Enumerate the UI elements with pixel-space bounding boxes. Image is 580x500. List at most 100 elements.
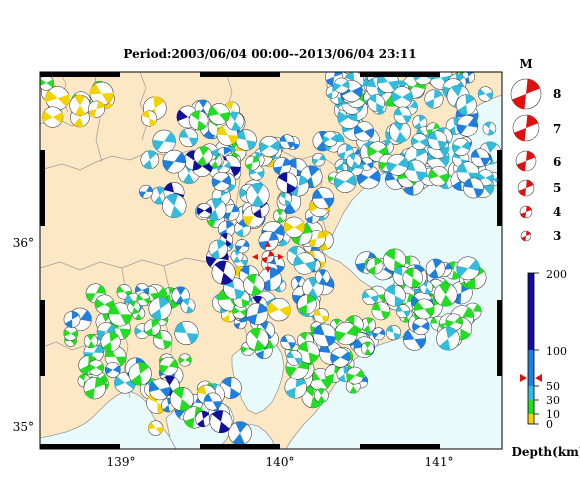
focal-mechanism-ball <box>87 359 104 376</box>
focal-mechanism-ball <box>333 170 357 193</box>
magnitude-label-4: 4 <box>553 205 561 219</box>
focal-mechanism-ball <box>395 304 410 319</box>
lon-tick-141: 141° <box>425 455 454 469</box>
focal-mechanism-ball <box>280 334 296 350</box>
focal-mechanism-ball <box>243 274 265 296</box>
magnitude-label-3: 3 <box>553 229 561 243</box>
magnitude-legend: M 8 7 6 5 4 3 <box>510 57 561 243</box>
focal-mechanism-ball <box>193 146 213 166</box>
focal-mechanism-ball <box>148 420 164 436</box>
focal-mechanism-ball <box>313 308 329 324</box>
focal-mechanism-ball <box>276 172 298 194</box>
focal-mechanism-ball <box>128 362 152 386</box>
focal-mechanism-ball <box>393 106 412 125</box>
focal-mechanism-ball <box>273 209 287 223</box>
depth-legend: 200 100 50 30 10 0 Depth(km) <box>511 268 580 459</box>
magnitude-legend-ball-5 <box>517 179 535 197</box>
magnitude-label-7: 7 <box>553 122 561 136</box>
focal-mechanism-ball <box>433 282 458 307</box>
focal-mechanism-ball <box>245 183 270 207</box>
mainshock-depth-marker-right <box>535 374 542 382</box>
focal-mechanism-ball <box>411 133 428 151</box>
focal-mechanism-ball <box>63 311 81 328</box>
focal-mechanism-ball <box>371 301 391 321</box>
frame-scale-bars <box>40 72 502 449</box>
focal-mechanism-ball <box>217 220 236 238</box>
focal-mechanism-ball <box>322 131 339 147</box>
focal-mechanism-ball <box>203 392 222 411</box>
depth-label-200: 200 <box>546 268 567 281</box>
magnitude-legend-ball-7 <box>512 114 540 142</box>
focal-mechanism-ball <box>360 341 375 356</box>
magnitude-legend-ball-3 <box>520 230 532 242</box>
focal-mechanism-ball <box>159 356 179 376</box>
focal-mechanism-ball <box>258 230 279 251</box>
focal-mechanism-ball <box>188 110 209 131</box>
lon-tick-140: 140° <box>266 455 295 469</box>
focal-mechanism-ball <box>360 317 376 333</box>
focal-mechanism-ball <box>139 184 153 199</box>
focal-mechanism-ball <box>428 166 449 187</box>
focal-mechanism-ball <box>463 177 484 199</box>
focal-mechanism-ball <box>148 378 171 401</box>
magnitude-label-8: 8 <box>553 87 561 101</box>
focal-mechanism-ball <box>143 319 161 337</box>
lat-ticks: 36° 35° <box>13 236 34 434</box>
mainshock-marker-arrow <box>264 240 271 247</box>
focal-mechanism-ball <box>314 269 331 285</box>
focal-mechanism-ball <box>297 294 317 315</box>
focal-mechanism-ball <box>424 89 444 109</box>
focal-mechanism-ball <box>279 134 295 150</box>
focal-mechanism-ball <box>470 148 490 167</box>
focal-mechanism-ball <box>452 137 471 157</box>
focal-mechanism-ball <box>162 193 187 218</box>
focal-mechanism-ball <box>195 411 212 428</box>
focal-mechanism-ball <box>330 347 351 368</box>
depth-bar-deepest <box>528 273 534 350</box>
focal-mechanism-ball <box>45 86 70 111</box>
focal-mechanism-ball <box>235 239 250 254</box>
focal-mechanism-ball <box>180 298 196 314</box>
focal-mechanism-ball <box>283 216 305 238</box>
focal-mechanism-ball <box>258 135 280 157</box>
focal-mechanism-ball <box>148 297 172 321</box>
focal-mechanism-ball <box>334 321 358 346</box>
depth-label-30: 30 <box>546 394 560 407</box>
mainshock-depth-marker-left <box>520 374 527 382</box>
focal-mechanism-ball <box>314 388 329 403</box>
focal-mechanism-ball <box>427 130 448 150</box>
focal-mechanism-ball <box>482 121 497 136</box>
focal-mechanism-ball <box>445 313 463 331</box>
focal-mechanism-ball <box>211 171 232 192</box>
lat-tick-36: 36° <box>13 236 34 250</box>
focal-mechanism-ball <box>412 317 430 336</box>
focal-mechanism-ball <box>169 387 194 412</box>
lon-tick-139: 139° <box>107 455 136 469</box>
focal-mechanism-ball <box>152 129 176 154</box>
focal-mechanism-ball <box>425 258 446 279</box>
focal-mechanisms <box>40 72 502 446</box>
focal-mechanism-ball <box>312 323 337 347</box>
focal-mechanism-ball <box>136 292 151 307</box>
focal-mechanism-ball <box>386 153 409 176</box>
depth-bar-mid-shallow <box>528 400 534 414</box>
focal-mechanism-ball <box>179 128 199 148</box>
focal-mechanism-ball <box>312 152 326 167</box>
focal-mechanism-ball <box>436 326 460 351</box>
focal-mechanism-ball <box>89 81 114 106</box>
focal-mechanism-ball <box>362 288 379 306</box>
depth-label-0: 0 <box>546 418 553 431</box>
focal-mechanism-ball <box>209 410 233 433</box>
focal-mechanism-ball <box>197 203 213 219</box>
focal-mechanism-ball <box>225 111 245 131</box>
focal-mechanism-ball <box>83 333 98 349</box>
focal-mechanism-ball <box>267 298 291 322</box>
depth-label-100: 100 <box>546 345 567 358</box>
focal-mechanism-ball <box>87 100 105 118</box>
focal-mechanism-ball <box>367 94 385 112</box>
focal-mechanism-ball <box>293 252 316 275</box>
focal-mechanism-ball <box>246 302 269 325</box>
magnitude-legend-ball-4 <box>519 205 533 219</box>
focal-mechanism-ball <box>127 300 141 314</box>
